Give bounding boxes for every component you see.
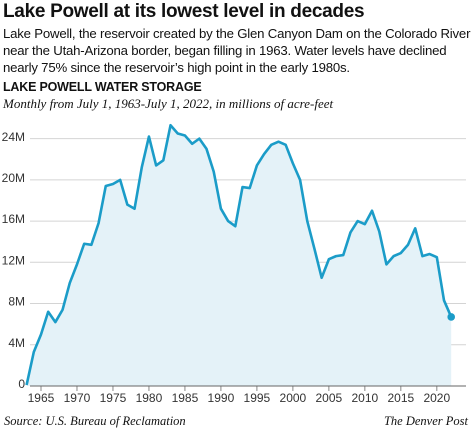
- credit: The Denver Post: [383, 414, 468, 428]
- x-tick-label: 1970: [64, 391, 91, 405]
- x-tick-label: 1985: [172, 391, 199, 405]
- last-point: [447, 313, 456, 321]
- x-tick-label: 2005: [316, 391, 343, 405]
- source: Source: U.S. Bureau of Reclamation: [4, 414, 186, 428]
- x-tick-label: 2020: [423, 391, 450, 405]
- area: [26, 125, 452, 386]
- x-tick-label: 1980: [136, 391, 163, 405]
- description: Lake Powell, the reservoir created by th…: [3, 26, 471, 75]
- x-tick-label: 1990: [208, 391, 235, 405]
- x-tick-label: 1975: [100, 391, 127, 405]
- x-tick-label: 2010: [351, 391, 378, 405]
- chart-subtitle: Monthly from July 1, 1963-July 1, 2022, …: [3, 96, 334, 111]
- line: [25, 123, 453, 386]
- y-tick-label: 8M: [8, 295, 25, 309]
- y-tick-label: 4M: [8, 336, 25, 350]
- y-tick-label: 16M: [2, 212, 25, 226]
- x-tick-label: 2000: [280, 391, 307, 405]
- chart: 0 4M 8M 12M 16M 20M 24M 1965 1970 1975 1980 1985 199…: [2, 123, 466, 405]
- x-tick-label: 2015: [387, 391, 414, 405]
- y-tick-label: 20M: [2, 171, 25, 185]
- y-tick-label: 12M: [2, 253, 25, 267]
- x-tick-label: 1965: [28, 391, 55, 405]
- y-tick-label: 24M: [2, 130, 25, 144]
- y-tick-label: 0: [18, 377, 25, 391]
- chart-title: LAKE POWELL WATER STORAGE: [3, 80, 202, 94]
- title: Lake Powell at its lowest level in decad…: [3, 1, 365, 22]
- x-tick-label: 1995: [244, 391, 271, 405]
